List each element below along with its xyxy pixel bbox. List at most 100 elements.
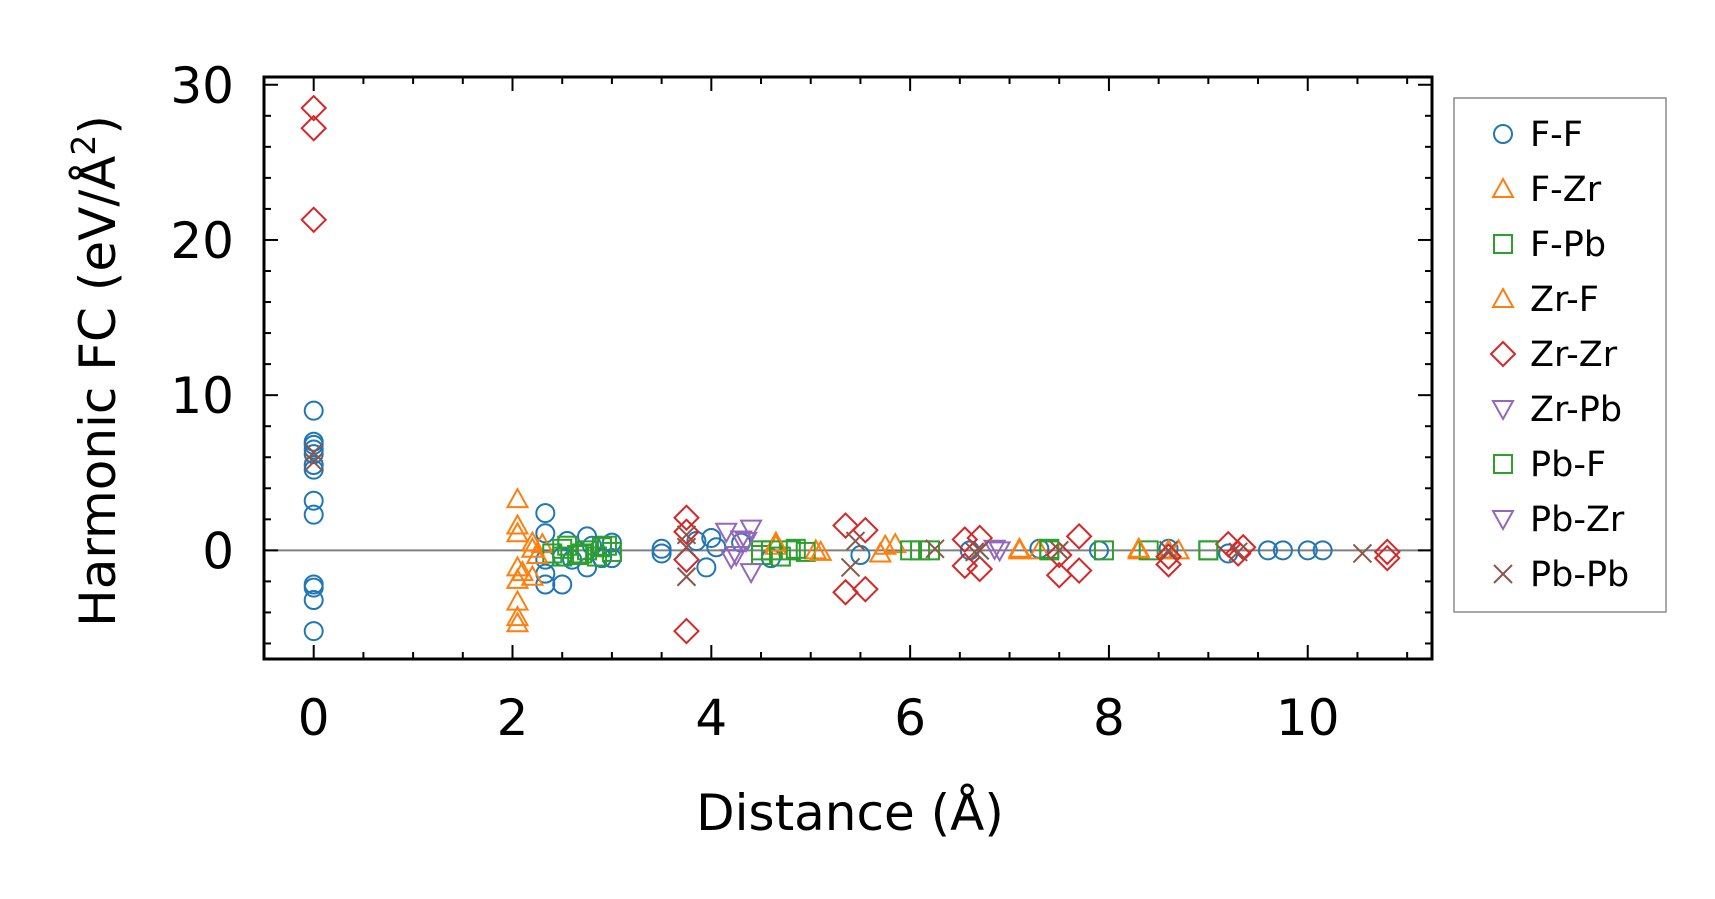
data-point bbox=[1065, 522, 1093, 550]
data-point bbox=[1229, 533, 1257, 561]
legend-label: Pb-Pb bbox=[1530, 555, 1629, 595]
data-point bbox=[1127, 536, 1151, 558]
data-point bbox=[303, 504, 324, 525]
data-point bbox=[987, 541, 1012, 563]
legend-marker bbox=[1491, 176, 1515, 198]
data-point bbox=[591, 537, 612, 558]
data-point bbox=[832, 512, 859, 539]
y-tick-label: 10 bbox=[170, 367, 234, 425]
data-point bbox=[1158, 540, 1179, 561]
legend-label: Pb-Zr bbox=[1530, 500, 1625, 540]
legend-marker bbox=[1491, 400, 1515, 422]
y-tick-label: 0 bbox=[202, 522, 234, 580]
data-point bbox=[505, 605, 530, 627]
data-point bbox=[970, 540, 990, 561]
legend-label: F-F bbox=[1530, 115, 1583, 155]
data-point bbox=[520, 536, 545, 558]
legend-label: Zr-F bbox=[1530, 280, 1599, 320]
data-point bbox=[845, 531, 866, 551]
data-point bbox=[673, 617, 700, 645]
data-point bbox=[1272, 540, 1293, 561]
data-point bbox=[1065, 557, 1093, 584]
data-point bbox=[303, 590, 324, 611]
data-point bbox=[1045, 541, 1073, 569]
x-tick-label: 2 bbox=[497, 689, 529, 747]
data-point bbox=[1155, 543, 1182, 570]
legend-marker bbox=[1493, 564, 1513, 584]
data-point bbox=[785, 538, 806, 559]
data-point bbox=[505, 487, 530, 509]
data-point bbox=[1228, 542, 1248, 562]
data-point bbox=[1297, 540, 1318, 561]
data-point bbox=[651, 543, 672, 564]
data-point bbox=[510, 560, 535, 582]
data-point bbox=[724, 546, 748, 568]
data-point bbox=[696, 557, 717, 578]
data-point bbox=[719, 549, 743, 571]
data-point bbox=[676, 567, 697, 587]
data-point bbox=[505, 513, 530, 535]
data-point bbox=[1312, 540, 1333, 561]
data-point bbox=[572, 543, 593, 564]
data-point bbox=[505, 589, 530, 611]
data-point bbox=[982, 539, 1007, 561]
series-zr-zr bbox=[300, 94, 1401, 645]
legend-label: Zr-Pb bbox=[1530, 390, 1622, 430]
data-point bbox=[900, 540, 921, 561]
data-point bbox=[596, 535, 617, 556]
data-point bbox=[303, 400, 324, 421]
data-point bbox=[300, 94, 328, 122]
data-point bbox=[729, 530, 753, 552]
data-point bbox=[1373, 544, 1401, 572]
data-point bbox=[303, 490, 324, 511]
legend-marker bbox=[1489, 340, 1517, 368]
legend-marker bbox=[1493, 124, 1513, 144]
data-point bbox=[535, 503, 556, 524]
legend-label: Zr-Zr bbox=[1530, 335, 1618, 375]
data-point bbox=[525, 542, 550, 565]
series-pb-pb bbox=[303, 442, 1373, 587]
data-point bbox=[808, 539, 833, 561]
x-tick-label: 4 bbox=[695, 689, 727, 747]
data-point bbox=[673, 504, 700, 532]
y-axis-label-superscript: 2 bbox=[64, 135, 103, 156]
data-point bbox=[686, 531, 707, 552]
legend-label: F-Zr bbox=[1530, 170, 1602, 210]
data-point bbox=[303, 452, 324, 472]
data-point bbox=[701, 527, 722, 548]
data-points bbox=[300, 94, 1401, 645]
data-point bbox=[505, 611, 530, 633]
data-point bbox=[1224, 540, 1252, 567]
data-point bbox=[303, 455, 324, 475]
data-point bbox=[1138, 540, 1159, 561]
y-axis-label: Harmonic FC (eV/Å2) bbox=[64, 115, 127, 627]
data-point bbox=[520, 564, 545, 586]
data-point bbox=[1373, 538, 1401, 566]
data-point bbox=[303, 577, 324, 598]
plot-frame bbox=[262, 75, 1434, 661]
data-point bbox=[734, 532, 758, 554]
data-point bbox=[951, 526, 979, 553]
data-point bbox=[739, 519, 763, 541]
data-point bbox=[651, 538, 672, 559]
y-tick-label: 30 bbox=[170, 57, 234, 115]
legend-markers bbox=[1489, 124, 1517, 584]
data-point bbox=[552, 574, 573, 595]
y-axis-label-end: ) bbox=[69, 115, 127, 135]
data-point bbox=[920, 540, 941, 561]
y-tick-label: 20 bbox=[170, 212, 234, 270]
data-point bbox=[505, 555, 530, 577]
data-point bbox=[300, 114, 328, 142]
data-point bbox=[505, 521, 530, 543]
legend-marker bbox=[1493, 454, 1513, 474]
data-point bbox=[951, 552, 979, 580]
legend-marker bbox=[1491, 286, 1515, 308]
data-point bbox=[1093, 540, 1114, 561]
data-point bbox=[1198, 540, 1219, 561]
legend-label: Pb-F bbox=[1530, 445, 1606, 485]
data-point bbox=[965, 542, 985, 562]
data-point bbox=[739, 563, 763, 585]
data-point bbox=[303, 439, 324, 460]
